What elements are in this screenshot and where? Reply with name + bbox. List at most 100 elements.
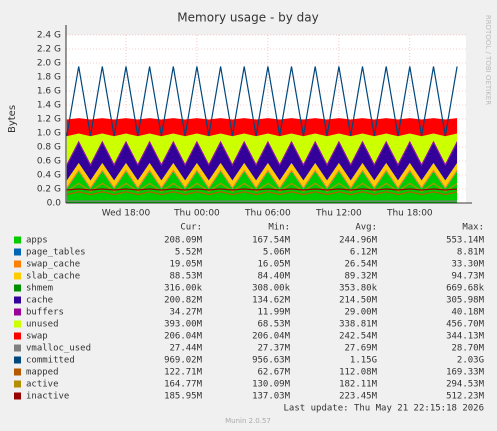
y-tick-label: 0.6 G [37,157,61,167]
line [66,66,458,136]
y-tick-label: 0.0 [47,199,62,209]
legend-stat: 182.11M [339,380,378,390]
x-tick-label: Thu 12:00 [315,209,362,219]
legend-swatch [14,356,21,364]
legend-label: vmalloc_used [26,344,91,354]
legend-stat: 11.99M [257,308,290,318]
legend-stat: 956.63M [252,356,291,366]
x-tick-label: Thu 18:00 [386,209,433,219]
legend-stat: 308.00k [252,284,291,294]
legend-stat: 137.03M [252,392,291,402]
legend-swatch [14,332,21,340]
legend-stat: 512.23M [446,392,485,402]
legend-stat: 206.04M [164,332,203,342]
legend-stat: 34.27M [169,308,202,318]
area [66,133,458,164]
line [66,191,458,196]
line [66,188,458,191]
x-tick-label: Thu 06:00 [244,209,291,219]
legend-stat: 28.70M [451,344,484,354]
legend-label: swap_cache [26,260,80,270]
legend-stat: 244.96M [339,236,378,246]
legend-stat: 40.18M [451,308,484,318]
legend-stat: 185.95M [164,392,203,402]
area [66,169,458,189]
y-tick-label: 1.4 G [37,101,61,111]
version: Munin 2.0.57 [225,417,271,425]
legend-stat: 316.00k [164,284,203,294]
legend-stat: 206.04M [252,332,291,342]
chart-title: Memory usage - by day [177,11,318,25]
legend-swatch [14,380,21,388]
side-label: RRDTOOL / TOBI OETIKER [484,15,492,105]
legend-stat: 5.52M [175,248,203,258]
legend-swatch [14,344,21,352]
legend-label: cache [26,296,53,306]
y-tick-label: 1.2 G [37,115,61,125]
legend-swatch [14,320,21,328]
legend-stat: 16.05M [257,260,290,270]
legend-stat: 338.81M [339,320,378,330]
legend-stat: 214.50M [339,296,378,306]
legend-stat: 27.69M [344,344,377,354]
legend-swatch [14,260,21,268]
legend-header: Max: [462,223,484,233]
legend-label: apps [26,236,48,246]
legend-swatch [14,368,21,376]
legend-stat: 164.77M [164,380,203,390]
legend-stat: 200.82M [164,296,203,306]
legend-label: committed [26,356,75,366]
legend-stat: 5.06M [263,248,291,258]
legend-header: Cur: [180,223,202,233]
legend-swatch [14,236,21,244]
legend-stat: 1.15G [350,356,377,366]
legend-stat: 94.73M [451,272,484,282]
legend-stat: 223.45M [339,392,378,402]
legend-stat: 344.13M [446,332,485,342]
y-axis-label: Bytes [7,105,18,133]
y-tick-label: 0.4 G [37,171,61,181]
y-tick-label: 1.0 G [37,129,61,139]
legend-label: unused [26,320,59,330]
area [66,162,458,181]
legend-stat: 27.44M [169,344,202,354]
legend-stat: 242.54M [339,332,378,342]
x-tick-label: Thu 00:00 [173,209,220,219]
area [66,118,458,137]
legend-stat: 167.54M [252,236,291,246]
legend-stat: 84.40M [257,272,290,282]
legend-swatch [14,272,21,280]
legend-label: mapped [26,368,59,378]
legend-stat: 62.67M [257,368,290,378]
legend-stat: 19.05M [169,260,202,270]
legend-stat: 6.12M [350,248,378,258]
legend-stat: 29.00M [344,308,377,318]
legend-stat: 553.14M [446,236,485,246]
y-tick-label: 2.2 G [37,45,61,55]
legend-stat: 130.09M [252,380,291,390]
area [66,163,458,187]
area [66,140,458,166]
legend-label: page_tables [26,248,86,258]
legend-stat: 208.09M [164,236,203,246]
legend-stat: 26.54M [344,260,377,270]
legend-stat: 27.37M [257,344,290,354]
x-tick-label: Wed 18:00 [102,209,151,219]
legend-header: Min: [268,223,290,233]
line [66,182,458,193]
legend-stat: 456.70M [446,320,485,330]
legend-stat: 169.33M [446,368,485,378]
legend-swatch [14,392,21,400]
legend-label: swap [26,332,48,342]
legend-label: inactive [26,392,69,402]
y-tick-label: 0.2 G [37,185,61,195]
legend-swatch [14,296,21,304]
legend-stat: 669.68k [446,284,485,294]
legend-stat: 112.08M [339,368,378,378]
y-tick-label: 0.8 G [37,143,61,153]
legend-stat: 122.71M [164,368,203,378]
y-tick-label: 1.8 G [37,73,61,83]
legend-stat: 353.80k [339,284,378,294]
